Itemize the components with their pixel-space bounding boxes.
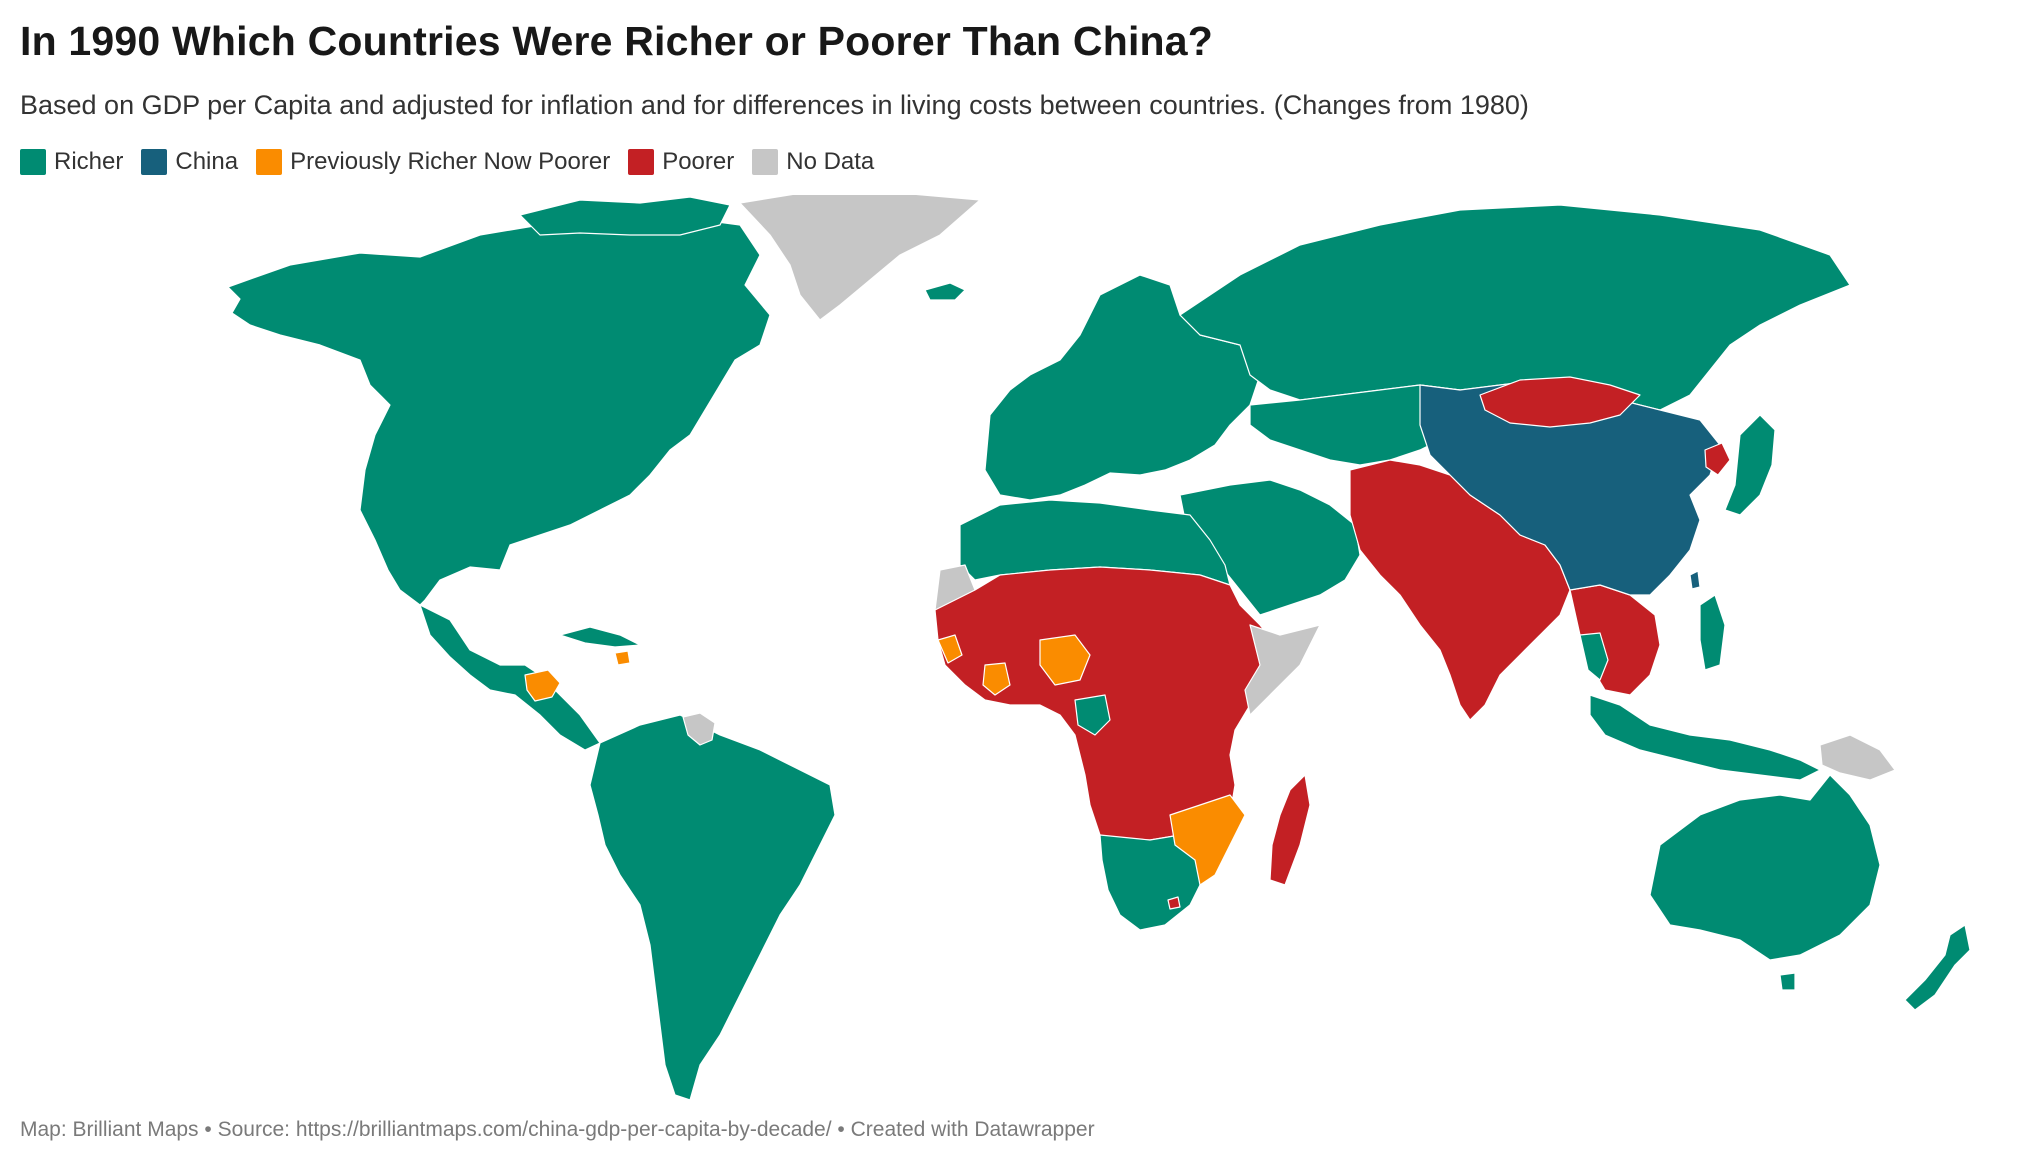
region-australia [1649, 774, 1881, 961]
region-cuba [559, 626, 641, 648]
legend-swatch-no-data [752, 149, 779, 175]
region-indonesia-malaysia [1589, 694, 1821, 781]
region-arctic-archipelago [519, 196, 731, 236]
map-title: In 1990 Which Countries Were Richer or P… [20, 18, 1214, 64]
region-madagascar [1269, 774, 1311, 886]
legend: Richer China Previously Richer Now Poore… [20, 148, 892, 176]
legend-label-poorer: Poorer [662, 148, 735, 175]
region-papua-new-guinea [1819, 734, 1896, 781]
legend-item-richer: Richer [20, 148, 123, 176]
region-new-zealand [1904, 924, 1971, 1011]
region-honduras [524, 669, 561, 702]
region-north-korea [1704, 442, 1731, 476]
legend-label-china: China [175, 148, 239, 175]
region-south-america [589, 714, 836, 1101]
region-tasmania [1779, 972, 1796, 991]
map-subtitle: Based on GDP per Capita and adjusted for… [20, 90, 1529, 120]
region-greenland [739, 195, 981, 321]
footer-source-label: Source: [217, 1118, 296, 1141]
region-central-america [419, 604, 601, 751]
region-sub-saharan-africa [934, 566, 1291, 841]
region-north-america [227, 216, 771, 606]
region-guinea-area [937, 634, 963, 664]
region-somalia [1244, 624, 1321, 716]
region-ivory-coast [982, 662, 1011, 696]
legend-item-no-data: No Data [752, 148, 874, 176]
region-taiwan [1689, 570, 1701, 590]
legend-swatch-richer [20, 149, 46, 175]
legend-item-poorer: Poorer [628, 148, 734, 176]
world-map [227, 195, 1971, 1101]
footer-created-with: Created with Datawrapper [850, 1118, 1095, 1141]
region-mozambique-zimbabwe [1169, 794, 1246, 886]
footer-separator-2: • [831, 1118, 851, 1141]
legend-swatch-poorer [628, 149, 655, 175]
region-japan [1724, 414, 1776, 516]
region-lesotho [1167, 896, 1181, 910]
region-thailand [1579, 632, 1609, 681]
region-gabon-congo [1074, 694, 1111, 736]
legend-label-richer: Richer [54, 148, 124, 175]
region-guyana-suriname [682, 712, 716, 746]
footer: Map: Brilliant Maps • Source: https://br… [20, 1118, 1095, 1142]
legend-label-no-data: No Data [786, 148, 875, 175]
region-nigeria [1039, 634, 1091, 686]
footer-map-credit: Map: Brilliant Maps [20, 1118, 199, 1141]
legend-item-prev-richer: Previously Richer Now Poorer [256, 148, 610, 176]
footer-source-url[interactable]: https://brilliantmaps.com/china-gdp-per-… [295, 1118, 832, 1141]
region-russia [1179, 204, 1851, 411]
region-mongolia [1479, 376, 1641, 428]
footer-separator-1: • [198, 1118, 218, 1141]
region-philippines [1699, 594, 1726, 671]
legend-swatch-prev-richer [256, 149, 283, 175]
legend-item-china: China [141, 148, 238, 176]
region-iceland [924, 282, 966, 301]
legend-swatch-china [141, 149, 168, 175]
legend-label-prev-richer: Previously Richer Now Poorer [290, 148, 611, 175]
region-haiti [614, 650, 631, 666]
